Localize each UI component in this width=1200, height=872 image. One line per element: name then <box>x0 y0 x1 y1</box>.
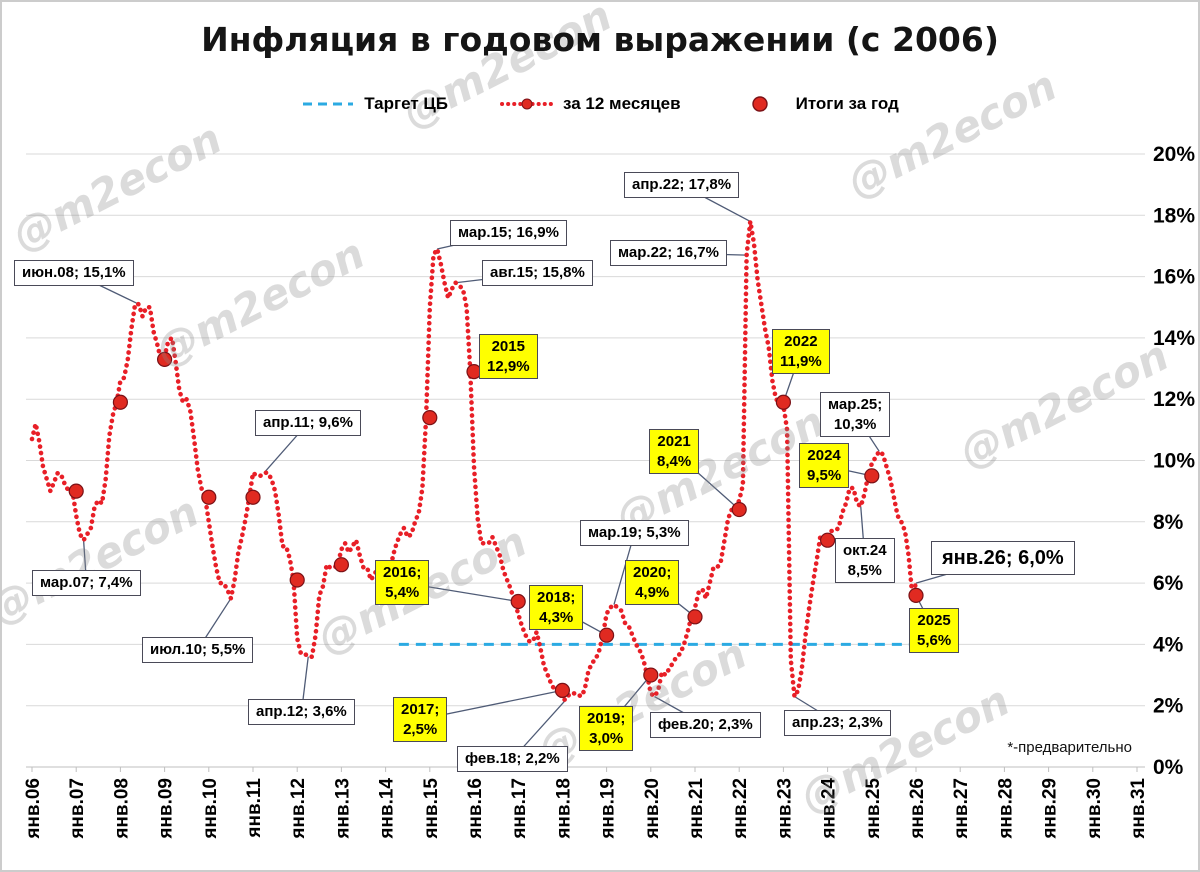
callout-leader-line <box>401 581 519 603</box>
x-tick-label: янв.06 <box>23 778 44 840</box>
x-tick-label: янв.24 <box>819 778 840 840</box>
y-tick-label: 0% <box>1153 756 1184 779</box>
callout-leader-line <box>654 695 706 726</box>
callout-leader-line <box>512 699 567 760</box>
legend-item-dashed-cyan: Таргет ЦБ <box>301 94 448 114</box>
callout-leader-line <box>300 656 309 713</box>
annual-result-dot <box>510 593 526 610</box>
y-tick-label: 16% <box>1153 266 1195 289</box>
annual-result-dot <box>333 557 349 573</box>
x-tick-label: янв.23 <box>774 778 795 840</box>
x-tick-label: янв.31 <box>1128 778 1149 840</box>
x-tick-label: янв.13 <box>332 778 353 840</box>
legend-swatch-dotted-red-line-icon <box>500 98 555 110</box>
annual-result-dot <box>554 682 571 698</box>
annual-result-dot <box>289 572 305 588</box>
legend-item-dotted-red-line: за 12 месяцев <box>500 94 681 114</box>
annual-result-dot <box>68 483 84 499</box>
legend-swatch-dashed-cyan-icon <box>303 102 354 106</box>
x-tick-label: янв.09 <box>156 778 177 840</box>
annual-result-dot <box>908 587 924 603</box>
x-tick-label: янв.11 <box>244 778 265 839</box>
y-tick-label: 8% <box>1153 511 1184 534</box>
annual-result-dot <box>245 489 261 505</box>
x-tick-label: янв.18 <box>553 778 574 840</box>
annual-result-dot <box>864 468 880 484</box>
x-tick-label: янв.27 <box>951 778 972 840</box>
annual-result-dot <box>466 364 482 380</box>
callout-leader-line <box>437 232 509 250</box>
annual-result-dot <box>157 351 173 367</box>
x-tick-label: янв.30 <box>1084 778 1105 840</box>
x-tick-label: янв.12 <box>288 778 309 840</box>
chart-legend: Таргет ЦБ за 12 месяцев Итоги за год <box>2 94 1198 114</box>
x-axis-labels: янв.06 янв.07 янв.08 янв.09 янв.10 янв.11 янв.… <box>23 767 1149 840</box>
callout-leader-line <box>263 422 309 474</box>
annual-result-dot <box>643 667 659 683</box>
footnote: *-предварительно <box>1007 739 1132 756</box>
callout-leader-line <box>73 272 140 305</box>
callout-leader-line <box>605 674 652 729</box>
legend-item-label: за 12 месяцев <box>563 94 681 113</box>
y-tick-label: 18% <box>1153 204 1195 227</box>
callout-leader-line <box>794 695 838 724</box>
x-tick-label: янв.28 <box>995 778 1016 840</box>
callout-leader-line <box>854 414 880 452</box>
x-tick-label: янв.26 <box>907 778 928 840</box>
x-tick-label: янв.20 <box>642 778 663 840</box>
gridlines <box>26 153 1145 768</box>
legend-item-red-dot: Итоги за год <box>733 94 899 114</box>
series-12m-line <box>29 219 919 702</box>
callout-leader-line <box>196 598 232 651</box>
y-tick-label: 4% <box>1153 633 1184 656</box>
x-tick-label: янв.07 <box>67 778 88 840</box>
callout-leader-line <box>555 606 607 636</box>
x-tick-label: янв.29 <box>1040 778 1061 840</box>
x-tick-label: янв.14 <box>377 778 398 840</box>
legend-swatch-red-dot-icon <box>751 96 768 112</box>
callout-leader-line <box>915 557 1004 584</box>
x-tick-label: янв.22 <box>730 778 751 840</box>
x-tick-label: янв.21 <box>686 778 707 840</box>
annual-result-dot <box>422 409 438 426</box>
annual-result-dot <box>201 489 217 505</box>
callout-leader-line <box>82 540 88 584</box>
y-tick-label: 10% <box>1153 450 1195 473</box>
x-tick-label: янв.25 <box>863 778 884 840</box>
x-tick-label: янв.19 <box>598 778 619 840</box>
chart-title: Инфляция в годовом выражении (с 2006) <box>201 20 999 59</box>
annual-result-dot <box>731 501 747 518</box>
x-tick-label: янв.16 <box>465 778 486 840</box>
y-tick-label: 6% <box>1153 572 1184 595</box>
annual-result-dot <box>598 627 615 643</box>
x-tick-label: янв.10 <box>200 778 221 840</box>
annual-result-dot <box>819 532 836 548</box>
annual-result-dot <box>775 394 792 410</box>
callout-leader-line <box>782 351 802 403</box>
y-tick-label: 12% <box>1153 388 1195 411</box>
x-tick-label: янв.08 <box>111 778 132 840</box>
x-tick-label: янв.17 <box>509 778 530 840</box>
annual-result-dot <box>378 560 394 576</box>
x-tick-label: янв.15 <box>421 778 442 840</box>
y-axis-labels: 0% 2% 4% 6% 8% 10% 12% 14% 16% 18% 20% <box>1153 143 1195 779</box>
y-tick-label: 20% <box>1153 143 1195 166</box>
y-tick-label: 14% <box>1153 327 1195 350</box>
annual-result-dot <box>687 609 703 625</box>
callout-leader-line <box>860 506 866 561</box>
callout-leaders <box>73 184 1004 760</box>
callout-leader-line <box>455 272 538 284</box>
legend-item-label: Таргет ЦБ <box>364 94 449 113</box>
legend-item-label: Итоги за год <box>795 94 899 113</box>
callout-leader-line <box>419 689 563 721</box>
y-tick-label: 2% <box>1153 695 1184 718</box>
callout-leader-line <box>681 184 751 223</box>
callout-leader-line <box>613 532 636 605</box>
annual-result-dot <box>112 394 129 410</box>
callout-leader-line <box>651 581 696 618</box>
callout-leader-line <box>668 252 747 256</box>
